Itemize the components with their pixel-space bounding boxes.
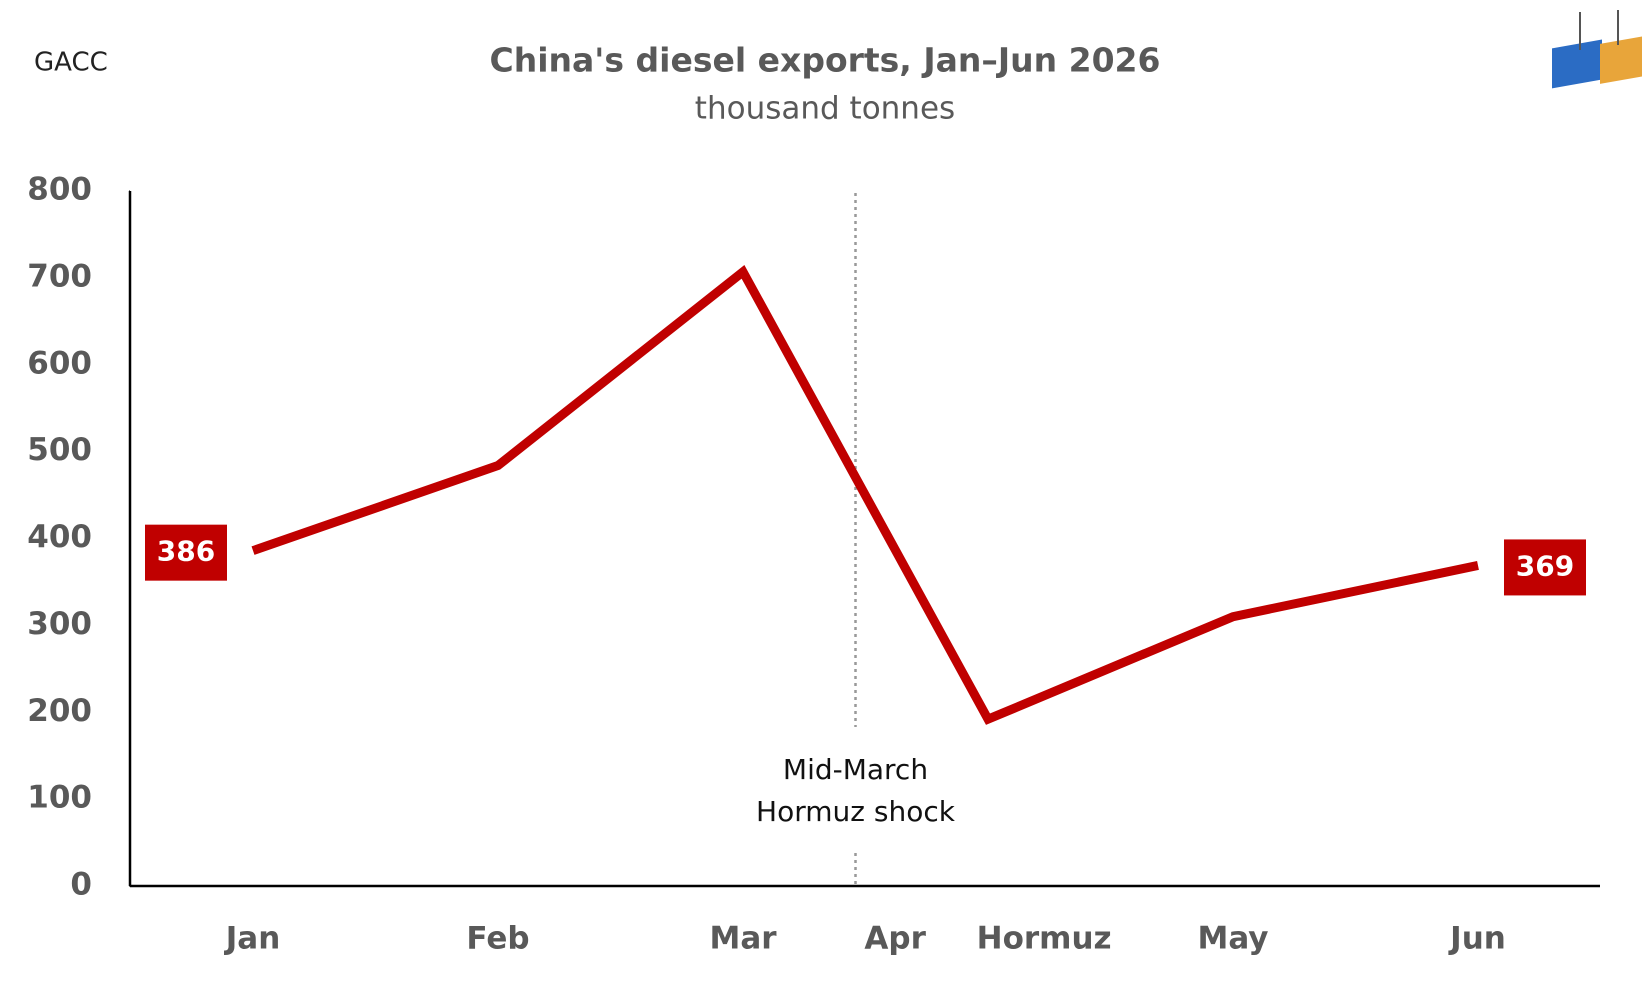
chart-title: China's diesel exports, Jan–Jun 2026 (490, 41, 1161, 80)
x-tick-label: Jan (224, 921, 281, 957)
logo (1552, 10, 1642, 89)
y-tick-label: 400 (27, 519, 92, 555)
source: GACC (34, 48, 108, 78)
annotation: Hormuz shock (756, 795, 956, 828)
value-label-box (1504, 539, 1586, 596)
y-tick-label: 0 (70, 867, 92, 903)
y-tick-label: 300 (27, 606, 92, 642)
y-tick-label: 100 (27, 780, 92, 816)
y-tick-label: 600 (27, 345, 92, 381)
y-tick-label: 700 (27, 258, 92, 294)
y-tick-label: 500 (27, 432, 92, 468)
y-tick-label: 800 (27, 172, 92, 208)
y-tick-label: 200 (27, 693, 92, 729)
x-tick-label: May (1197, 921, 1268, 957)
value-label: 369 (1516, 549, 1574, 582)
value-label-box (145, 524, 227, 581)
x-tick-label: Jun (1448, 921, 1506, 957)
x-tick-label: Mar (709, 921, 777, 957)
chart-subtitle: thousand tonnes (695, 91, 955, 127)
x-tick-label: Feb (466, 921, 529, 957)
line-series (251, 264, 1479, 725)
x-tick-label: Apr Hormuz (864, 921, 1111, 957)
value-label: 386 (157, 535, 215, 568)
annotation: Mid-March (783, 753, 928, 786)
